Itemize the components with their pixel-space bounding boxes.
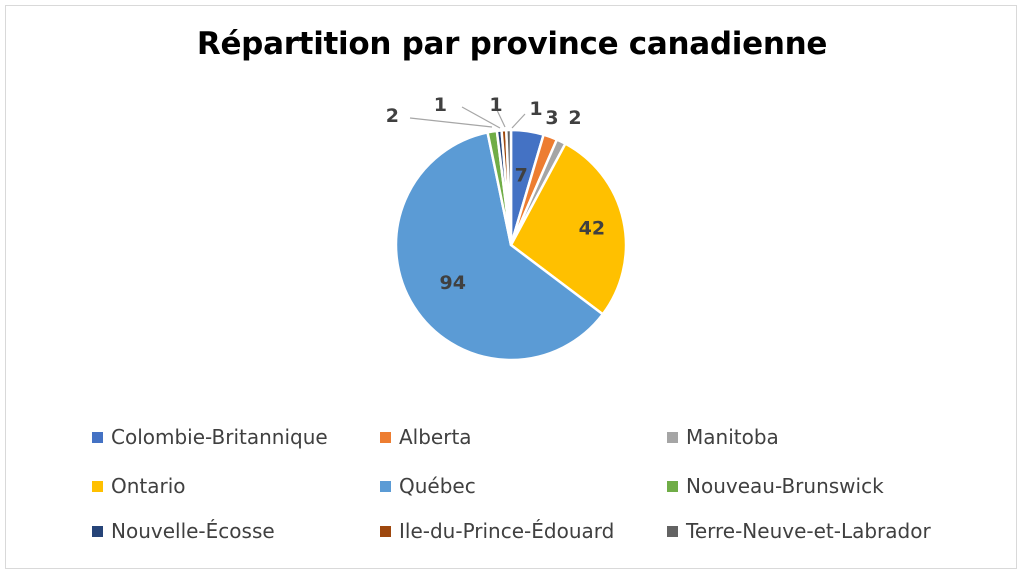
leader-line-nouveau-brunswick bbox=[409, 117, 493, 128]
data-label-ontario: 42 bbox=[579, 217, 605, 239]
data-label-manitoba: 2 bbox=[568, 107, 581, 129]
data-label-colombie-britannique: 7 bbox=[515, 164, 528, 186]
data-label-nouvelle-ecosse: 1 bbox=[434, 94, 447, 116]
leader-line-terre-neuve-et-labrador bbox=[511, 113, 526, 129]
leader-line-ile-du-prince-edouard bbox=[495, 107, 506, 128]
data-label-terre-neuve-et-labrador: 1 bbox=[529, 98, 542, 120]
data-label-alberta: 3 bbox=[545, 107, 558, 129]
slice-terre-neuve-et-labrador bbox=[504, 128, 513, 246]
data-label-ile-du-prince-edouard: 1 bbox=[489, 94, 502, 116]
slice-ontario bbox=[509, 141, 628, 317]
leader-line-nouvelle-ecosse bbox=[461, 106, 501, 129]
data-label-quebec: 94 bbox=[439, 272, 465, 294]
data-label-nouveau-brunswick: 2 bbox=[386, 105, 399, 127]
chart-title: Répartition par province canadienne bbox=[196, 26, 828, 62]
slice-quebec bbox=[394, 130, 605, 362]
